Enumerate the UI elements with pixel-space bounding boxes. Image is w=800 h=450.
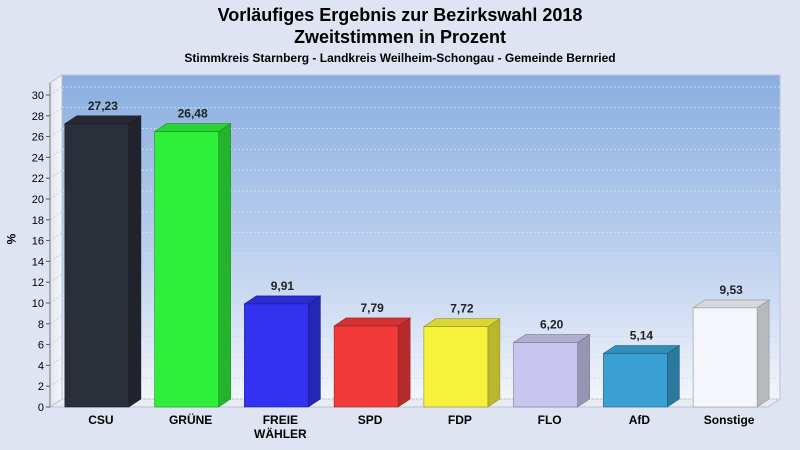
bar-value-label: 9,91 <box>271 279 295 293</box>
x-tick-label: CSU <box>88 413 113 427</box>
y-tick-label: 18 <box>32 215 44 227</box>
chart-titles: Vorläufiges Ergebnis zur Bezirkswahl 201… <box>0 0 800 65</box>
bar-value-label: 27,23 <box>88 99 118 113</box>
y-axis-label: % <box>4 233 19 245</box>
grid-line-side <box>49 86 63 96</box>
grid-line-side <box>49 336 63 346</box>
grid-line-side <box>49 273 63 283</box>
y-tick-label: 20 <box>32 194 44 206</box>
bar-value-label: 5,14 <box>630 329 654 343</box>
bar-gr-ne <box>153 123 232 408</box>
bar-top <box>153 123 232 132</box>
bar-side <box>128 115 142 408</box>
grid-line-side <box>49 252 63 262</box>
grid-line-side <box>49 107 63 117</box>
bar-top <box>602 345 681 354</box>
grid-line-side <box>49 294 63 304</box>
bar-front <box>64 123 130 408</box>
bar-side <box>487 318 501 408</box>
bar-front <box>423 326 489 408</box>
grid-line-side <box>49 377 63 387</box>
bar-freie-w-hler <box>243 295 322 408</box>
x-tick-label: FDP <box>448 413 472 427</box>
chart-caption: Stimmkreis Starnberg - Landkreis Weilhei… <box>184 51 616 65</box>
bar-top <box>333 317 412 327</box>
y-tick-label: 0 <box>38 402 44 414</box>
bar-value-label: 6,20 <box>540 318 564 332</box>
x-tick-label: Sonstige <box>704 413 755 427</box>
grid-line-side <box>49 128 63 138</box>
bar-value-label: 26,48 <box>178 107 208 121</box>
y-tick-label: 2 <box>38 381 44 393</box>
y-tick-label: 16 <box>32 236 44 248</box>
y-tick-label: 4 <box>38 360 44 372</box>
bar-value-label: 7,72 <box>450 302 474 316</box>
y-tick-label: 22 <box>32 173 44 185</box>
grid-line-side <box>49 190 63 200</box>
bar-side <box>756 299 770 408</box>
bar-side <box>308 295 321 408</box>
bar-side <box>667 344 680 408</box>
grid-line-side <box>49 148 63 158</box>
bar-top <box>692 299 771 309</box>
bar-front <box>513 342 578 408</box>
bar-side <box>577 333 590 408</box>
chart-subtitle: Zweitstimmen in Prozent <box>293 27 507 47</box>
y-tick-label: 14 <box>32 256 44 268</box>
y-tick-label: 10 <box>32 298 44 310</box>
bar-flo <box>512 333 591 408</box>
bar-top <box>63 115 142 125</box>
bar-front <box>692 307 758 408</box>
bar-afd <box>602 344 681 408</box>
grid-line-side <box>49 356 63 366</box>
bar-top <box>422 318 501 328</box>
y-tick-label: 6 <box>38 340 44 352</box>
bar-csu <box>63 115 142 408</box>
y-tick-label: 28 <box>32 111 44 123</box>
x-tick-label: FREIE <box>263 413 298 427</box>
chart-title: Vorläufiges Ergebnis zur Bezirkswahl 201… <box>217 5 583 25</box>
bar-top <box>243 295 322 305</box>
bar-side <box>397 317 411 408</box>
grid-line-side <box>49 169 63 179</box>
x-tick-label: WÄHLER <box>254 426 307 441</box>
x-tick-label: AfD <box>629 413 651 427</box>
bar-fdp <box>422 318 501 408</box>
grid-line-side <box>49 211 63 221</box>
bar-top <box>512 334 591 343</box>
y-tick-label: 26 <box>32 132 44 144</box>
bar-spd <box>333 317 412 408</box>
bar-value-label: 9,53 <box>719 283 743 297</box>
grid-line-side <box>49 398 63 408</box>
grid-line-side <box>49 232 63 242</box>
bar-front <box>154 131 219 408</box>
bar-front <box>333 325 399 408</box>
y-tick-label: 8 <box>38 319 44 331</box>
grid-line-side <box>49 315 63 325</box>
x-tick-label: GRÜNE <box>169 412 212 427</box>
bar-value-label: 7,79 <box>360 301 384 315</box>
bar-front <box>603 353 668 408</box>
x-tick-label: FLO <box>538 413 562 427</box>
bar-side <box>218 123 231 408</box>
plot-side-wall <box>49 74 63 408</box>
y-tick-label: 24 <box>32 152 44 164</box>
x-tick-label: SPD <box>358 413 383 427</box>
y-tick-label: 12 <box>32 277 44 289</box>
bar-sonstige <box>692 299 771 408</box>
y-tick-label: 30 <box>32 90 44 102</box>
bar-front <box>244 303 309 408</box>
